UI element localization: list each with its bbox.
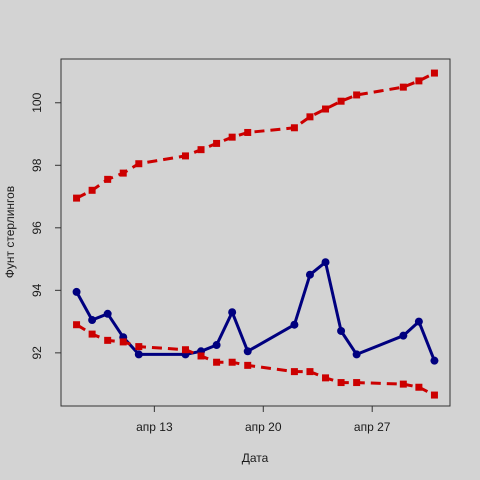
series-line (75, 71, 436, 200)
plot-frame (60, 58, 451, 407)
data-point (290, 368, 298, 376)
series-3 (73, 321, 438, 399)
data-point (430, 356, 439, 365)
data-point (353, 91, 361, 99)
data-point (306, 368, 314, 376)
data-point (414, 317, 423, 326)
x-tick-label: апр 27 (354, 420, 391, 434)
data-point (213, 358, 221, 366)
data-point (399, 380, 407, 388)
data-point (73, 321, 81, 329)
y-tick-label: 92 (30, 346, 44, 360)
data-point (337, 97, 345, 105)
data-point (197, 352, 205, 360)
data-point (290, 124, 298, 132)
data-point (134, 350, 143, 359)
data-point (243, 347, 252, 356)
data-point (181, 152, 189, 160)
data-point (322, 374, 330, 382)
x-axis: апр 13 апр 20 апр 27 (136, 406, 391, 434)
data-point (244, 128, 252, 136)
data-point (135, 160, 143, 168)
data-point (321, 258, 330, 267)
data-point (430, 69, 438, 77)
data-point (103, 309, 112, 318)
data-point (197, 146, 205, 154)
y-tick-label: 98 (30, 158, 44, 172)
data-point (306, 113, 314, 121)
data-point (337, 326, 346, 335)
y-tick-label: 100 (30, 92, 44, 112)
y-axis: 92 94 96 98 100 (30, 92, 61, 360)
data-point (104, 175, 112, 183)
data-point (415, 77, 423, 85)
data-point (119, 338, 127, 346)
data-point (322, 105, 330, 113)
data-point (212, 341, 221, 350)
series-1 (73, 69, 438, 202)
data-point (305, 270, 314, 279)
data-point (73, 194, 81, 202)
data-point (353, 379, 361, 387)
series-2 (72, 258, 439, 365)
data-point (88, 330, 96, 338)
y-tick-label: 94 (30, 283, 44, 297)
series-layer (72, 69, 439, 399)
data-point (430, 391, 438, 399)
data-point (228, 133, 236, 141)
data-point (228, 308, 237, 317)
data-point (290, 320, 299, 329)
x-tick-label: апр 13 (136, 420, 173, 434)
data-point (213, 139, 221, 147)
data-point (135, 343, 143, 351)
data-point (337, 379, 345, 387)
y-tick-label: 96 (30, 221, 44, 235)
x-tick-label: апр 20 (245, 420, 282, 434)
data-point (415, 383, 423, 391)
y-axis-title: Фунт стерлингов (3, 186, 17, 278)
data-point (88, 186, 96, 194)
data-point (119, 169, 127, 177)
data-point (104, 336, 112, 344)
x-axis-title: Дата (242, 451, 269, 465)
data-point (399, 83, 407, 91)
data-point (72, 287, 81, 296)
data-point (399, 331, 408, 340)
data-point (181, 346, 189, 354)
data-point (228, 358, 236, 366)
series-line (75, 323, 436, 397)
series-line (75, 260, 436, 362)
data-point (352, 350, 361, 359)
data-point (244, 361, 252, 369)
data-point (88, 316, 97, 325)
